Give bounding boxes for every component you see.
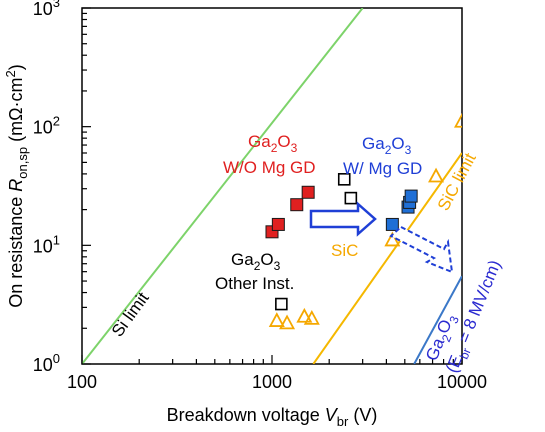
shift-arrow (309, 201, 377, 237)
sic-label: SiC (331, 241, 358, 260)
marker-open-triangle (279, 314, 296, 330)
x-tick-label: 10000 (437, 372, 487, 392)
marker-filled-square (290, 198, 304, 212)
y-tick-label: 103 (33, 0, 60, 19)
x-tick-label: 100 (67, 372, 97, 392)
marker-filled-square (301, 185, 315, 199)
data-marks (265, 112, 462, 330)
y-tick-label: 100 (33, 351, 60, 375)
marker-open-triangle (296, 307, 313, 323)
marker-open-square (344, 191, 358, 205)
y-axis-title: On resistance Ron,sp (mΩ·cm2) (3, 64, 30, 308)
ga-wo-label-line1: Ga2O3 (248, 132, 298, 155)
axis-ticks (81, 7, 463, 365)
ga-wo-label-line2: W/O Mg GD (223, 158, 316, 177)
y-tick-label: 101 (33, 232, 60, 256)
marker-open-square (337, 173, 351, 186)
limit-lines (82, 8, 462, 364)
ga-other-label-line2: Other Inst. (215, 274, 294, 293)
limit-line (82, 8, 364, 364)
plot-area (81, 7, 463, 365)
marker-open-square (275, 297, 288, 311)
marker-open-triangle (453, 112, 462, 128)
marker-filled-square (271, 217, 285, 231)
y-tick-label: 102 (33, 114, 60, 138)
ga-other-label-line1: Ga2O3 (231, 250, 281, 273)
ga-w-label-line2: W/ Mg GD (343, 159, 422, 178)
limit-line (413, 275, 462, 364)
marker-filled-square (385, 217, 399, 231)
ga-w-label-line1: Ga2O3 (362, 134, 412, 157)
marker-open-triangle (268, 312, 285, 327)
marker-open-triangle (303, 309, 320, 325)
marker-filled-square (404, 189, 418, 203)
marker-open-triangle (428, 167, 445, 183)
tick-labels: 100 1000 10000 100 101 102 103 (33, 0, 487, 392)
projection-arrow (389, 225, 454, 274)
x-tick-label: 1000 (252, 372, 292, 392)
limit-line (312, 152, 462, 364)
x-axis-title: Breakdown voltage Vbr (V) (167, 405, 378, 429)
